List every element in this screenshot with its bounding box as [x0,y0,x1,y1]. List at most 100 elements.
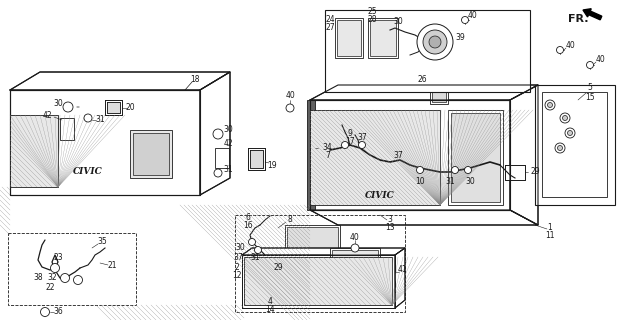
Bar [235,215,405,312]
Text: 37: 37 [233,253,243,262]
Circle shape [555,143,565,153]
Polygon shape [248,148,265,170]
Polygon shape [250,150,263,168]
Text: 1: 1 [548,223,553,233]
Text: 3: 3 [388,215,392,225]
Polygon shape [10,115,58,187]
Circle shape [556,46,563,53]
Text: 40: 40 [285,91,295,100]
Text: 31: 31 [250,253,260,262]
Text: 5: 5 [587,84,592,92]
Bar [215,148,229,168]
Circle shape [465,166,472,173]
Circle shape [548,102,553,108]
Text: 15: 15 [585,93,595,102]
Text: 30: 30 [223,125,233,134]
Bar [335,18,363,58]
Text: 12: 12 [232,271,242,281]
Polygon shape [310,210,538,225]
Circle shape [358,141,366,148]
Polygon shape [107,102,120,113]
Circle shape [74,276,82,284]
Text: 20: 20 [125,103,135,113]
Bar [432,84,446,102]
Circle shape [565,128,575,138]
Text: 8: 8 [288,215,292,225]
Circle shape [452,166,459,173]
Text: 23: 23 [53,253,63,262]
Text: 30: 30 [465,178,475,187]
Text: 17: 17 [345,137,355,146]
Bar [448,110,503,205]
Polygon shape [105,100,122,115]
Bar [325,10,530,92]
Circle shape [462,17,468,23]
Circle shape [417,24,453,60]
Text: 19: 19 [267,161,277,170]
Text: 39: 39 [455,34,465,43]
Bar [133,133,169,175]
Text: 42: 42 [42,110,52,119]
FancyArrow shape [583,9,602,20]
Text: 30: 30 [53,99,63,108]
Text: CIVIC: CIVIC [73,167,103,177]
Circle shape [286,104,294,112]
Text: 31: 31 [95,116,105,124]
Circle shape [341,141,348,148]
Text: 41: 41 [397,266,407,275]
Text: 4: 4 [267,298,272,307]
Bar [451,113,500,202]
Circle shape [545,100,555,110]
Text: 13: 13 [385,223,395,233]
Text: CIVIC: CIVIC [365,190,395,199]
Polygon shape [310,110,440,205]
Bar [130,130,172,178]
Text: 40: 40 [595,55,605,65]
Text: 29: 29 [273,263,283,273]
Bar [337,20,361,56]
Polygon shape [200,72,230,195]
Text: 40: 40 [350,233,360,242]
Text: 26: 26 [417,76,427,84]
Text: 24: 24 [325,15,335,25]
Polygon shape [395,248,405,308]
Bar [60,118,74,140]
Bar [287,227,338,265]
Text: 10: 10 [415,178,425,187]
Circle shape [60,274,70,283]
Polygon shape [242,255,395,308]
Text: 14: 14 [265,306,275,315]
Bar [332,250,378,271]
Bar [370,20,396,56]
Circle shape [351,244,359,252]
Circle shape [423,30,447,54]
Polygon shape [310,100,510,210]
Text: 7: 7 [326,150,330,159]
Text: 22: 22 [45,284,55,292]
Polygon shape [10,72,230,90]
Circle shape [563,116,568,121]
Circle shape [429,36,441,48]
Bar [535,85,615,205]
Bar [368,18,398,58]
Text: 18: 18 [190,76,200,84]
Text: 25: 25 [367,7,377,17]
Text: 11: 11 [545,231,554,241]
Circle shape [40,308,49,316]
Circle shape [560,113,570,123]
Text: 27: 27 [325,23,335,33]
Text: 37: 37 [357,132,367,141]
Text: 28: 28 [367,15,377,25]
Text: 40: 40 [565,42,575,51]
Text: 2: 2 [235,263,239,273]
Text: 6: 6 [245,213,250,222]
Circle shape [214,169,222,177]
Text: 31: 31 [445,178,455,187]
Circle shape [586,61,594,68]
Bar [8,233,136,305]
Text: 21: 21 [107,260,117,269]
Text: 32: 32 [47,274,57,283]
Bar [285,225,340,267]
Polygon shape [10,90,200,195]
Circle shape [84,114,92,122]
